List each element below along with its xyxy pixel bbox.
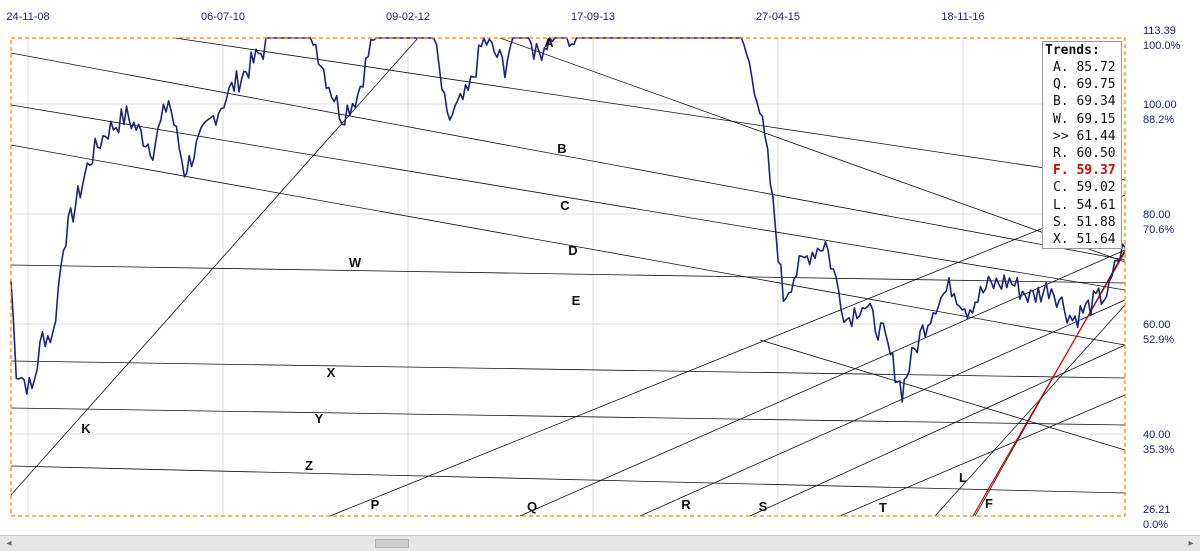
price-line — [10, 37, 1126, 403]
legend-row: C. 59.02 — [1053, 180, 1116, 196]
y-percent-label: 0.0% — [1143, 519, 1168, 531]
trend-line — [519, 249, 1126, 517]
line-label-L: L — [959, 470, 967, 485]
legend-row: F. 59.37 — [1053, 163, 1116, 179]
line-label-T: T — [879, 500, 887, 515]
line-label-Y: Y — [315, 411, 324, 426]
trend-line — [10, 465, 1126, 494]
axes: 24-11-08 06-07-10 09-02-12 17-09-13 27-04-15… — [6, 11, 1180, 531]
trend-line — [10, 104, 1126, 291]
legend-row: S. 51.88 — [1053, 214, 1116, 230]
legend-row: R. 60.50 — [1053, 145, 1116, 161]
trend-line — [10, 360, 1126, 379]
line-label-R: R — [681, 497, 691, 512]
legend-row: L. 54.61 — [1053, 197, 1116, 213]
trend-lines — [10, 37, 1126, 517]
y-price-label: 26.21 — [1143, 504, 1171, 516]
y-percent-label: 70.6% — [1143, 224, 1174, 236]
y-percent-label: 100.0% — [1143, 40, 1181, 52]
line-label-P: P — [371, 497, 380, 512]
legend-row: A. 85.72 — [1053, 60, 1116, 75]
legend-row: X. 51.64 — [1053, 231, 1116, 247]
trend-line — [759, 339, 1126, 451]
scroll-left-arrow-icon[interactable]: ◂ — [6, 538, 12, 549]
legend-row: >> 61.44 — [1053, 128, 1116, 144]
x-tick-label: 17-09-13 — [571, 11, 615, 23]
y-price-label: 80.00 — [1143, 209, 1171, 221]
line-label-C: C — [560, 198, 570, 213]
trend-line — [10, 52, 1126, 261]
trend-line — [934, 304, 1126, 517]
x-tick-label: 18-11-16 — [941, 11, 984, 23]
trend-line — [499, 37, 1126, 263]
y-price-label: 60.00 — [1143, 319, 1171, 331]
trends-legend: Trends: A. 85.72 Q. 69.75 B. 69.34 W. 69.15… — [1042, 41, 1122, 249]
x-tick-label: 06-07-10 — [201, 11, 245, 23]
legend-row: Q. 69.75 — [1053, 77, 1116, 93]
scroll-thumb[interactable] — [375, 539, 409, 548]
trend-line — [10, 144, 1126, 346]
line-label-X: X — [327, 365, 336, 380]
trend-line — [10, 407, 1126, 426]
horizontal-scrollbar[interactable]: ◂ ▸ — [0, 535, 1200, 551]
y-price-label: 40.00 — [1143, 429, 1171, 441]
x-tick-label: 27-04-15 — [756, 11, 800, 23]
line-label-E: E — [572, 293, 581, 308]
trend-line-labels: A B C D E W X Y Z K P Q R S T L F — [81, 35, 993, 515]
y-percent-label: 88.2% — [1143, 114, 1174, 126]
y-percent-label: 35.3% — [1143, 444, 1174, 456]
line-label-K: K — [81, 421, 91, 436]
plot-frame — [10, 37, 1126, 517]
y-percent-label: 52.9% — [1143, 334, 1174, 346]
trend-line — [329, 194, 1126, 517]
line-label-F: F — [985, 496, 993, 511]
line-label-B: B — [557, 141, 566, 156]
trend-line — [174, 37, 1126, 181]
y-price-label: 100.00 — [1143, 99, 1177, 111]
line-label-Z: Z — [305, 458, 313, 473]
trend-line — [639, 299, 1126, 517]
x-tick-label: 09-02-12 — [386, 11, 430, 23]
line-label-W: W — [349, 255, 362, 270]
trend-line — [839, 394, 1126, 517]
scroll-right-arrow-icon[interactable]: ▸ — [1188, 538, 1194, 549]
price-series — [10, 37, 1126, 403]
line-label-S: S — [759, 499, 768, 514]
legend-row: W. 69.15 — [1053, 111, 1116, 127]
legend-row: B. 69.34 — [1053, 94, 1116, 110]
legend-rows: A. 85.72 Q. 69.75 B. 69.34 W. 69.15 >> 61.44… — [1043, 59, 1121, 248]
line-label-A: A — [544, 35, 554, 50]
trend-line — [749, 344, 1126, 517]
frame-rect — [10, 37, 1126, 517]
trend-line-f — [972, 251, 1126, 517]
x-tick-label: 24-11-08 — [6, 11, 49, 23]
trend-line — [10, 264, 1126, 284]
line-label-D: D — [568, 243, 577, 258]
y-price-label: 113.39 — [1143, 25, 1176, 37]
grid — [11, 38, 1125, 516]
legend-title: Trends: — [1045, 43, 1100, 58]
line-label-Q: Q — [527, 499, 537, 514]
price-chart: A B C D E W X Y Z K P Q R S T L F 24-11-08 06-07-10 09-02-… — [6, 11, 1180, 531]
